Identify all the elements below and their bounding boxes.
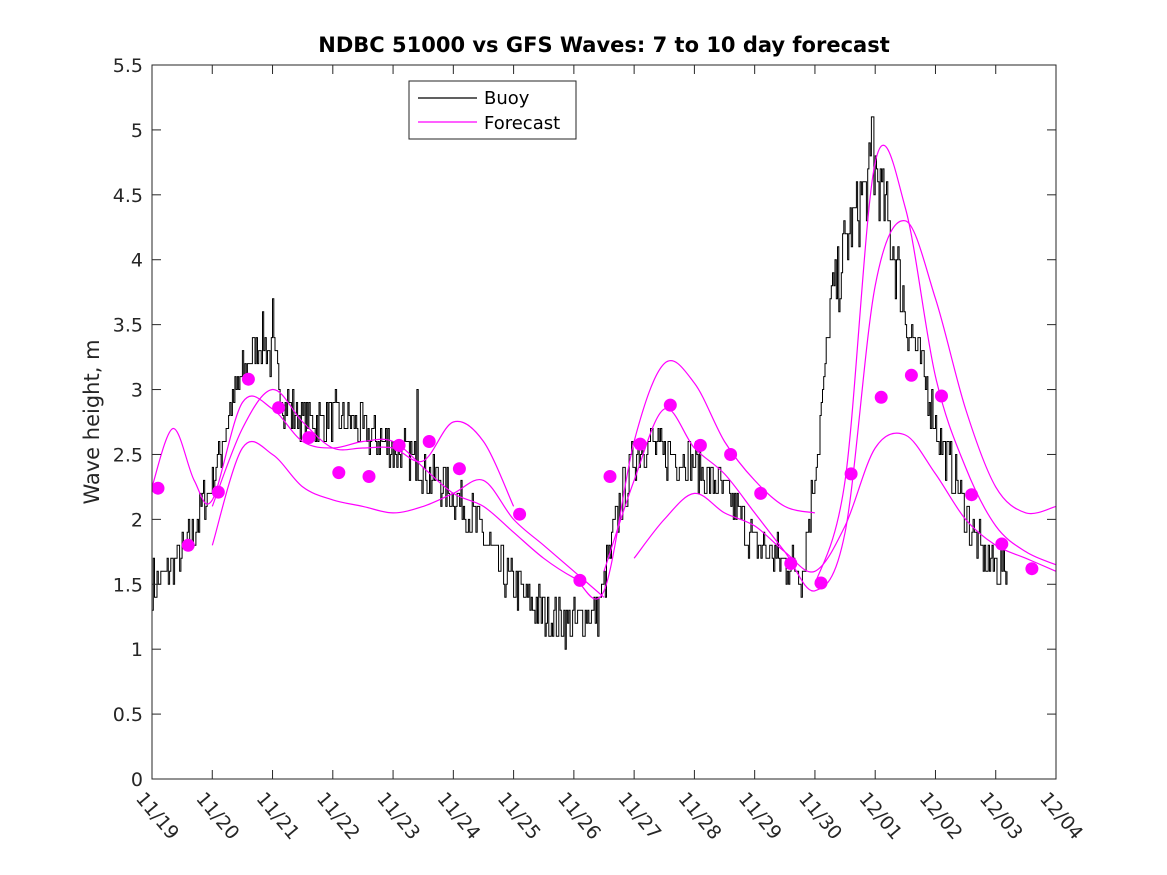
forecast-point xyxy=(874,390,888,404)
forecast-line-5 xyxy=(603,220,1057,592)
forecast-point xyxy=(603,470,617,483)
legend-forecast-label: Forecast xyxy=(484,113,560,134)
forecast-point xyxy=(151,481,165,495)
forecast-line-3 xyxy=(211,441,605,598)
forecast-point xyxy=(784,557,798,570)
y-tick-label: 0 xyxy=(131,769,143,791)
forecast-point xyxy=(693,438,707,452)
legend-box xyxy=(408,80,577,140)
forecast-point xyxy=(724,448,738,461)
y-tick-label: 5 xyxy=(131,120,143,142)
forecast-point xyxy=(392,438,406,452)
forecast-point xyxy=(904,368,918,382)
forecast-point xyxy=(181,538,195,552)
forecast-point xyxy=(844,467,858,481)
forecast-line-4 xyxy=(422,360,816,600)
marker-layer xyxy=(151,368,1039,590)
forecast-line-1 xyxy=(151,395,424,505)
forecast-point xyxy=(965,488,979,502)
y-tick-label: 2.5 xyxy=(113,444,143,466)
y-tick-label: 3.5 xyxy=(113,315,143,337)
forecast-line-6 xyxy=(633,432,1057,573)
plot-area xyxy=(152,65,1056,779)
y-tick-label: 0.5 xyxy=(113,704,143,726)
legend: Buoy Forecast xyxy=(408,80,577,140)
forecast-point xyxy=(241,372,255,386)
forecast-point xyxy=(452,462,466,476)
forecast-point xyxy=(814,576,828,590)
forecast-point xyxy=(754,486,768,500)
forecast-point xyxy=(302,431,316,445)
y-tick-label: 5.5 xyxy=(113,55,143,77)
y-tick-label: 3 xyxy=(131,380,143,402)
forecast-point xyxy=(633,437,647,451)
y-tick-label: 4.5 xyxy=(113,185,143,207)
forecast-point xyxy=(362,470,376,483)
forecast-point xyxy=(272,401,286,415)
y-tick-label: 1 xyxy=(131,639,143,661)
chart-title: NDBC 51000 vs GFS Waves: 7 to 10 day for… xyxy=(318,33,889,57)
forecast-point xyxy=(663,398,677,412)
series-layer xyxy=(151,116,1057,650)
forecast-point xyxy=(513,507,527,521)
y-tick-label: 4 xyxy=(131,250,143,272)
forecast-point xyxy=(935,389,948,403)
plot-frame xyxy=(151,64,1057,780)
forecast-point xyxy=(332,466,346,480)
y-tick-label: 1.5 xyxy=(113,574,143,596)
forecast-point xyxy=(422,435,436,448)
forecast-point xyxy=(1025,562,1039,576)
forecast-point xyxy=(995,537,1009,551)
forecast-line-7 xyxy=(814,144,1057,585)
y-tick-label: 2 xyxy=(131,509,143,531)
legend-buoy-label: Buoy xyxy=(484,88,530,109)
forecast-point xyxy=(211,485,225,499)
y-axis-label: Wave height, m xyxy=(80,339,104,504)
forecast-point xyxy=(573,573,587,587)
forecast-line-2 xyxy=(211,388,515,507)
